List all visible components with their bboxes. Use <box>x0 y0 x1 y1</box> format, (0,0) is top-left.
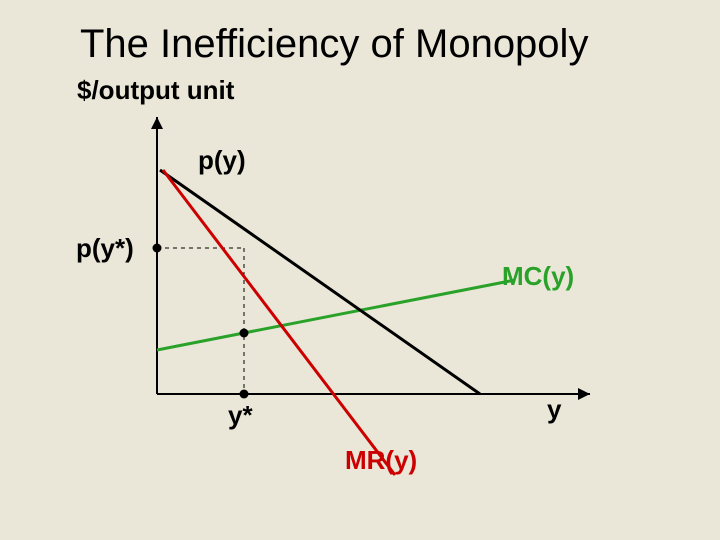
y-axis-arrow <box>151 117 163 129</box>
y-axis-label: $/output unit <box>77 75 234 106</box>
point-mr-mc <box>240 329 249 338</box>
label-py: p(y) <box>198 145 246 176</box>
slide: { "slide": { "background_color": "#eae7d… <box>0 0 720 540</box>
demand-curve <box>160 170 480 394</box>
label-mr: MR(y) <box>345 445 417 476</box>
point-pystar <box>153 244 162 253</box>
guide-lines <box>157 248 244 394</box>
label-mc: MC(y) <box>502 261 574 292</box>
label-ystar: y* <box>228 400 253 431</box>
point-ystar <box>240 390 249 399</box>
mr-curve <box>163 170 395 475</box>
x-axis-arrow <box>578 388 590 400</box>
label-y: y <box>547 394 561 425</box>
slide-title: The Inefficiency of Monopoly <box>80 22 588 67</box>
mc-curve <box>157 280 515 350</box>
label-pystar: p(y*) <box>76 233 134 264</box>
